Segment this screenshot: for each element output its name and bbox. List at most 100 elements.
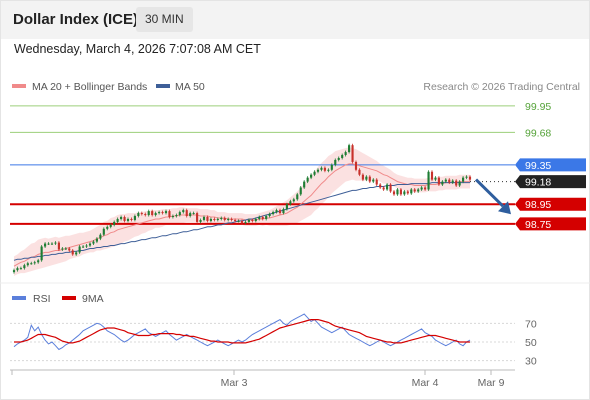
price-level-tag	[515, 197, 586, 211]
candle-body	[37, 260, 40, 263]
x-axis-label: Mar 9	[478, 377, 505, 389]
price-level-tag	[515, 217, 586, 231]
candle-body	[382, 187, 385, 190]
candle-body	[368, 176, 371, 182]
candle-body	[220, 217, 223, 219]
candle-body	[88, 243, 92, 246]
candle-body	[57, 242, 60, 250]
rsi-tick-label: 30	[525, 356, 537, 368]
candle-body	[109, 224, 112, 227]
candle-body	[178, 212, 181, 216]
candle-body	[399, 189, 402, 195]
candle-body	[458, 181, 461, 186]
candle-body	[54, 242, 57, 244]
candle-body	[213, 218, 216, 220]
candle-body	[413, 189, 416, 192]
candle-body	[417, 189, 420, 192]
candle-body	[310, 174, 313, 178]
x-axis: Mar 3 Mar 4 Mar 9	[10, 369, 515, 389]
candle-body	[230, 218, 233, 220]
rsi-tick-label: 70	[525, 318, 537, 330]
candle-body	[61, 248, 64, 250]
candle-body	[330, 164, 333, 170]
candle-body	[427, 171, 430, 190]
candle-body	[306, 177, 309, 182]
candle-body	[320, 167, 323, 170]
candle-body	[251, 219, 254, 221]
candle-body	[209, 218, 212, 221]
candle-body	[275, 210, 278, 213]
candle-body	[64, 248, 67, 250]
candle-body	[344, 152, 347, 156]
candle-body	[68, 248, 71, 251]
candle-body	[434, 177, 437, 180]
candle-body	[296, 194, 299, 200]
candle-body	[455, 180, 458, 186]
forecast-arrow-shaft	[474, 178, 505, 208]
candle-body	[189, 213, 192, 217]
candle-body	[358, 169, 361, 175]
ma50-legend-label: MA 50	[175, 81, 205, 93]
candle-body	[258, 217, 261, 219]
candle-body	[365, 176, 368, 180]
candle-body	[120, 217, 123, 219]
candle-body	[196, 213, 199, 222]
candle-body	[351, 145, 354, 162]
candle-body	[192, 213, 195, 215]
candle-body	[116, 218, 119, 222]
candle-body	[430, 171, 434, 180]
price-level-label: 99.95	[525, 101, 551, 113]
candle-body	[12, 270, 16, 273]
candle-body	[85, 245, 88, 247]
rsi-ma-legend-swatch	[62, 296, 76, 300]
candle-body	[106, 226, 109, 229]
candle-body	[292, 199, 295, 202]
candle-body	[441, 181, 444, 185]
candle-body	[289, 201, 292, 205]
candle-body	[337, 157, 340, 160]
bollinger-band-area	[14, 147, 470, 276]
x-axis-label: Mar 4	[412, 377, 439, 389]
candle-body	[161, 212, 164, 214]
rsi-tick-label: 50	[525, 337, 537, 349]
candle-body	[375, 179, 378, 185]
rsi-legend-label: RSI	[33, 293, 51, 305]
candle-body	[164, 211, 168, 214]
candle-body	[168, 211, 171, 218]
candle-body	[126, 218, 130, 221]
candle-body	[451, 180, 454, 183]
credit-text: Research © 2026 Trading Central	[423, 81, 580, 93]
candle-body	[278, 210, 282, 214]
candle-body	[30, 263, 33, 265]
timeframe-badge[interactable]: 30 MIN	[136, 7, 193, 32]
candle-body	[261, 217, 264, 219]
rsi-line	[13, 313, 471, 351]
candle-body	[348, 145, 351, 153]
ma50-legend-swatch	[156, 84, 170, 88]
candle-body	[78, 246, 81, 253]
candle-body	[354, 161, 358, 170]
candle-body	[26, 263, 29, 266]
rsi-legend-swatch	[12, 296, 26, 300]
candle-body	[47, 243, 50, 245]
candle-body	[182, 210, 185, 213]
candle-body	[396, 189, 399, 195]
candle-body	[334, 159, 337, 165]
candle-body	[113, 221, 116, 225]
candle-body	[75, 252, 78, 255]
candle-body	[23, 265, 26, 269]
candle-body	[468, 176, 472, 180]
candle-body	[424, 187, 427, 190]
candle-body	[244, 221, 247, 223]
candle-body	[102, 228, 105, 235]
price-level-tag-label: 99.18	[525, 177, 551, 189]
candle-body	[137, 213, 140, 217]
ma20-legend-swatch	[12, 84, 26, 88]
candle-body	[95, 238, 98, 242]
candle-body	[140, 213, 143, 215]
candle-body	[16, 268, 19, 271]
candle-body	[379, 184, 382, 188]
candle-body	[144, 214, 147, 216]
candle-body	[99, 234, 102, 239]
candle-body	[151, 211, 154, 216]
